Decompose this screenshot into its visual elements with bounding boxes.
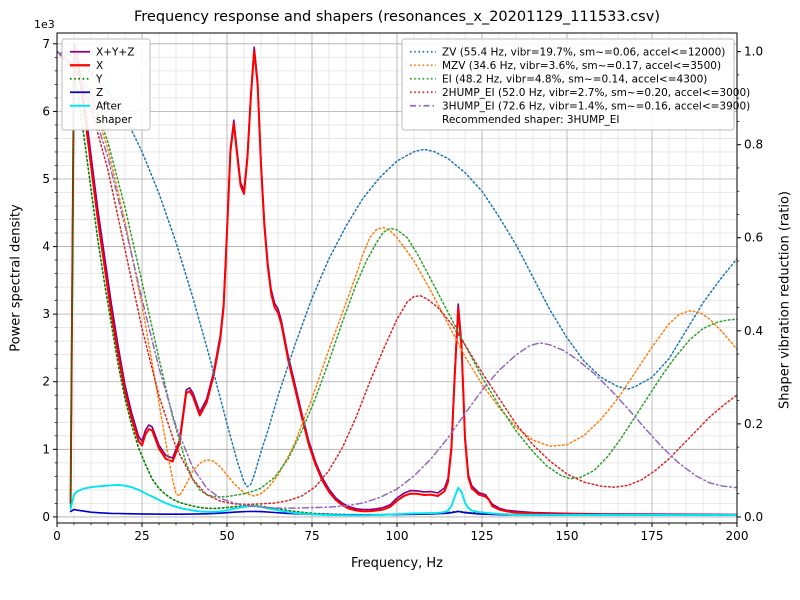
x-tick-label: 25 <box>134 529 149 543</box>
y-axis-label-right: Shaper vibration reduction (ratio) <box>777 191 793 409</box>
y-left-tick-label: 0 <box>42 510 50 524</box>
legend-psd-label: X <box>96 60 103 72</box>
x-tick-label: 150 <box>556 529 579 543</box>
axis-offset-label: 1e3 <box>34 18 55 31</box>
series-3hump_ei-line <box>57 50 737 509</box>
x-tick-label: 0 <box>53 529 61 543</box>
y-right-tick-label: 0.0 <box>744 510 763 524</box>
y-right-tick-label: 0.6 <box>744 231 763 245</box>
legend-shapers-label: 2HUMP_EI (52.0 Hz, vibr=2.7%, sm~=0.20, … <box>442 87 750 99</box>
legend-shapers-label: MZV (34.6 Hz, vibr=3.6%, sm~=0.17, accel… <box>442 60 721 72</box>
series-zv-line <box>57 50 737 488</box>
series-z-line <box>69 508 737 516</box>
x-tick-label: 50 <box>219 529 234 543</box>
y-right-tick-label: 0.4 <box>744 324 763 338</box>
y-right-tick-label: 0.8 <box>744 138 763 152</box>
series-after_shaper-line <box>69 484 737 517</box>
x-tick-label: 200 <box>726 529 749 543</box>
chart-title: Frequency response and shapers (resonanc… <box>134 9 660 25</box>
x-tick-label: 75 <box>304 529 319 543</box>
y-left-tick-label: 6 <box>42 104 50 118</box>
legend-shapers-label: EI (48.2 Hz, vibr=4.8%, sm~=0.14, accel<… <box>442 73 707 85</box>
y-axis-label-left: Power spectral density <box>8 204 24 352</box>
y-left-tick-label: 5 <box>42 172 50 186</box>
series-2hump_ei-line <box>57 50 737 506</box>
series-ei-line <box>57 50 737 498</box>
y-left-tick-label: 7 <box>42 37 50 51</box>
y-left-tick-label: 3 <box>42 307 50 321</box>
legend-psd-label: shaper <box>96 114 133 126</box>
x-tick-label: 125 <box>471 529 494 543</box>
legend-psd-box <box>61 38 151 131</box>
plot-area <box>57 43 737 517</box>
series-x-line <box>69 49 737 516</box>
legend-shapers-box <box>401 38 735 131</box>
legend-psd-label: After <box>96 100 122 112</box>
y-left-tick-label: 2 <box>42 375 50 389</box>
legend-shapers-label: 3HUMP_EI (72.6 Hz, vibr=1.4%, sm~=0.16, … <box>442 100 750 112</box>
x-axis-label: Frequency, Hz <box>350 556 444 571</box>
axis-ticks: 0 25 50 75 100 125 150 175 200 0 1 2 3 4 5 6 7 0.0 0.2 0.4 0… <box>42 37 763 543</box>
x-tick-label: 100 <box>386 529 409 543</box>
legend-psd-label: X+Y+Z <box>96 46 134 58</box>
legend-shapers-label: ZV (55.4 Hz, vibr=19.7%, sm~=0.06, accel… <box>442 46 725 58</box>
y-right-tick-label: 1.0 <box>744 45 763 59</box>
legend-shapers: ZV (55.4 Hz, vibr=19.7%, sm~=0.06, accel… <box>401 38 750 131</box>
legend-psd-label: Z <box>96 87 103 99</box>
y-right-tick-label: 0.2 <box>744 417 763 431</box>
recommended-shaper-note: Recommended shaper: 3HUMP_EI <box>442 114 620 126</box>
y-left-tick-label: 4 <box>42 240 50 254</box>
y-left-tick-label: 1 <box>42 442 50 456</box>
legend-psd-label: Y <box>95 73 103 85</box>
series-mzv-line <box>57 50 737 497</box>
x-tick-label: 175 <box>641 529 664 543</box>
